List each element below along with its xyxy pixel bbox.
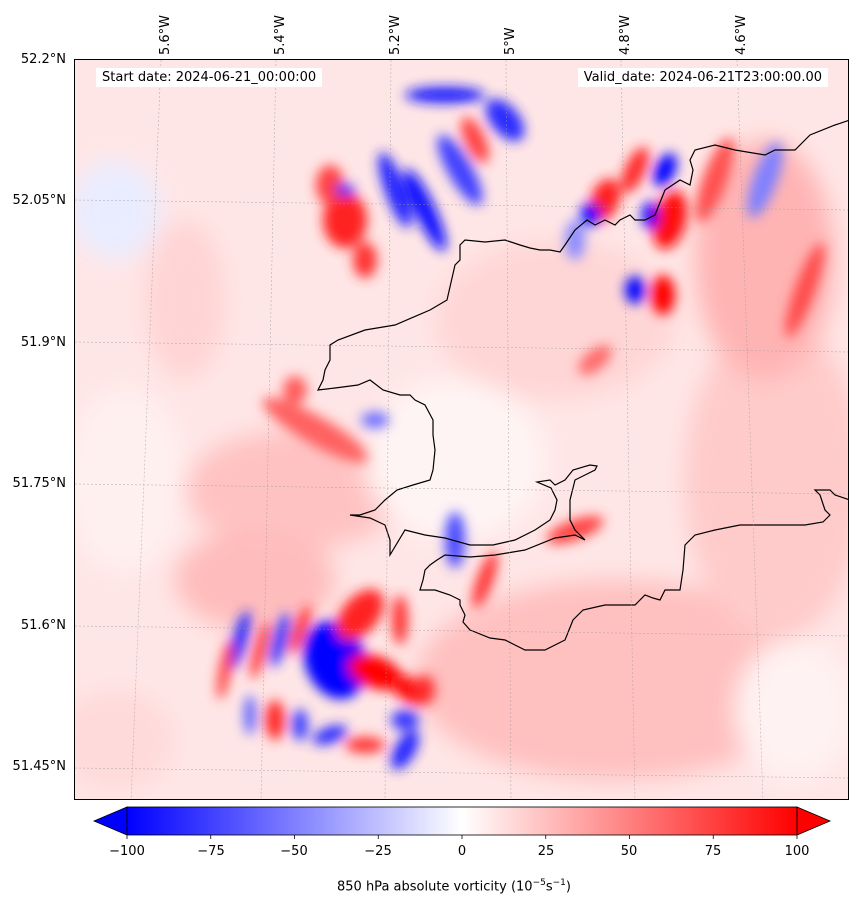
lon-label-5w: 5°W: [503, 27, 518, 55]
colorbar: [92, 806, 832, 839]
colorbar-extend-max: [796, 806, 832, 836]
start-date-label: Start date: 2024-06-21_00:00:00: [96, 68, 323, 87]
colorbar-tick-0: 0: [457, 844, 467, 859]
colorbar-extend-min: [92, 806, 128, 836]
colorbar-tick-minus50: −50: [280, 844, 308, 859]
lon-label-5-2w: 5.2°W: [388, 14, 403, 55]
valid-date-label: Valid_date: 2024-06-21T23:00:00.00: [577, 68, 828, 87]
lat-label-52-2n: 52.2°N: [20, 52, 66, 67]
colorbar-tick-50: 50: [620, 844, 638, 859]
map-panel: Start date: 2024-06-21_00:00:00 Valid_da…: [74, 59, 849, 800]
colorbar-label: 850 hPa absolute vorticity (10−5s−1): [337, 878, 571, 895]
lat-label-51-45n: 51.45°N: [12, 759, 66, 774]
colorbar-tick-minus100: −100: [109, 844, 145, 859]
lon-label-4-8w: 4.8°W: [618, 14, 633, 55]
lat-label-51-6n: 51.6°N: [20, 618, 66, 633]
colorbar-gradient: [127, 807, 797, 835]
vorticity-field: [75, 60, 848, 799]
vorticity-features: [217, 87, 825, 770]
graticule: [75, 60, 848, 799]
colorbar-tick-minus25: −25: [364, 844, 392, 859]
colorbar-tick-100: 100: [784, 844, 810, 859]
colorbar-tick-25: 25: [537, 844, 555, 859]
colorbar-tick-75: 75: [704, 844, 722, 859]
lon-label-5-4w: 5.4°W: [273, 14, 288, 55]
coastline: [316, 120, 848, 651]
colorbar-tick-minus75: −75: [197, 844, 225, 859]
lon-label-5-6w: 5.6°W: [158, 14, 173, 55]
lat-label-52-05n: 52.05°N: [12, 193, 66, 208]
lon-label-4-6w: 4.6°W: [734, 14, 749, 55]
background-vorticity: [75, 140, 848, 790]
lat-label-51-75n: 51.75°N: [12, 476, 66, 491]
lat-label-51-9n: 51.9°N: [20, 335, 66, 350]
